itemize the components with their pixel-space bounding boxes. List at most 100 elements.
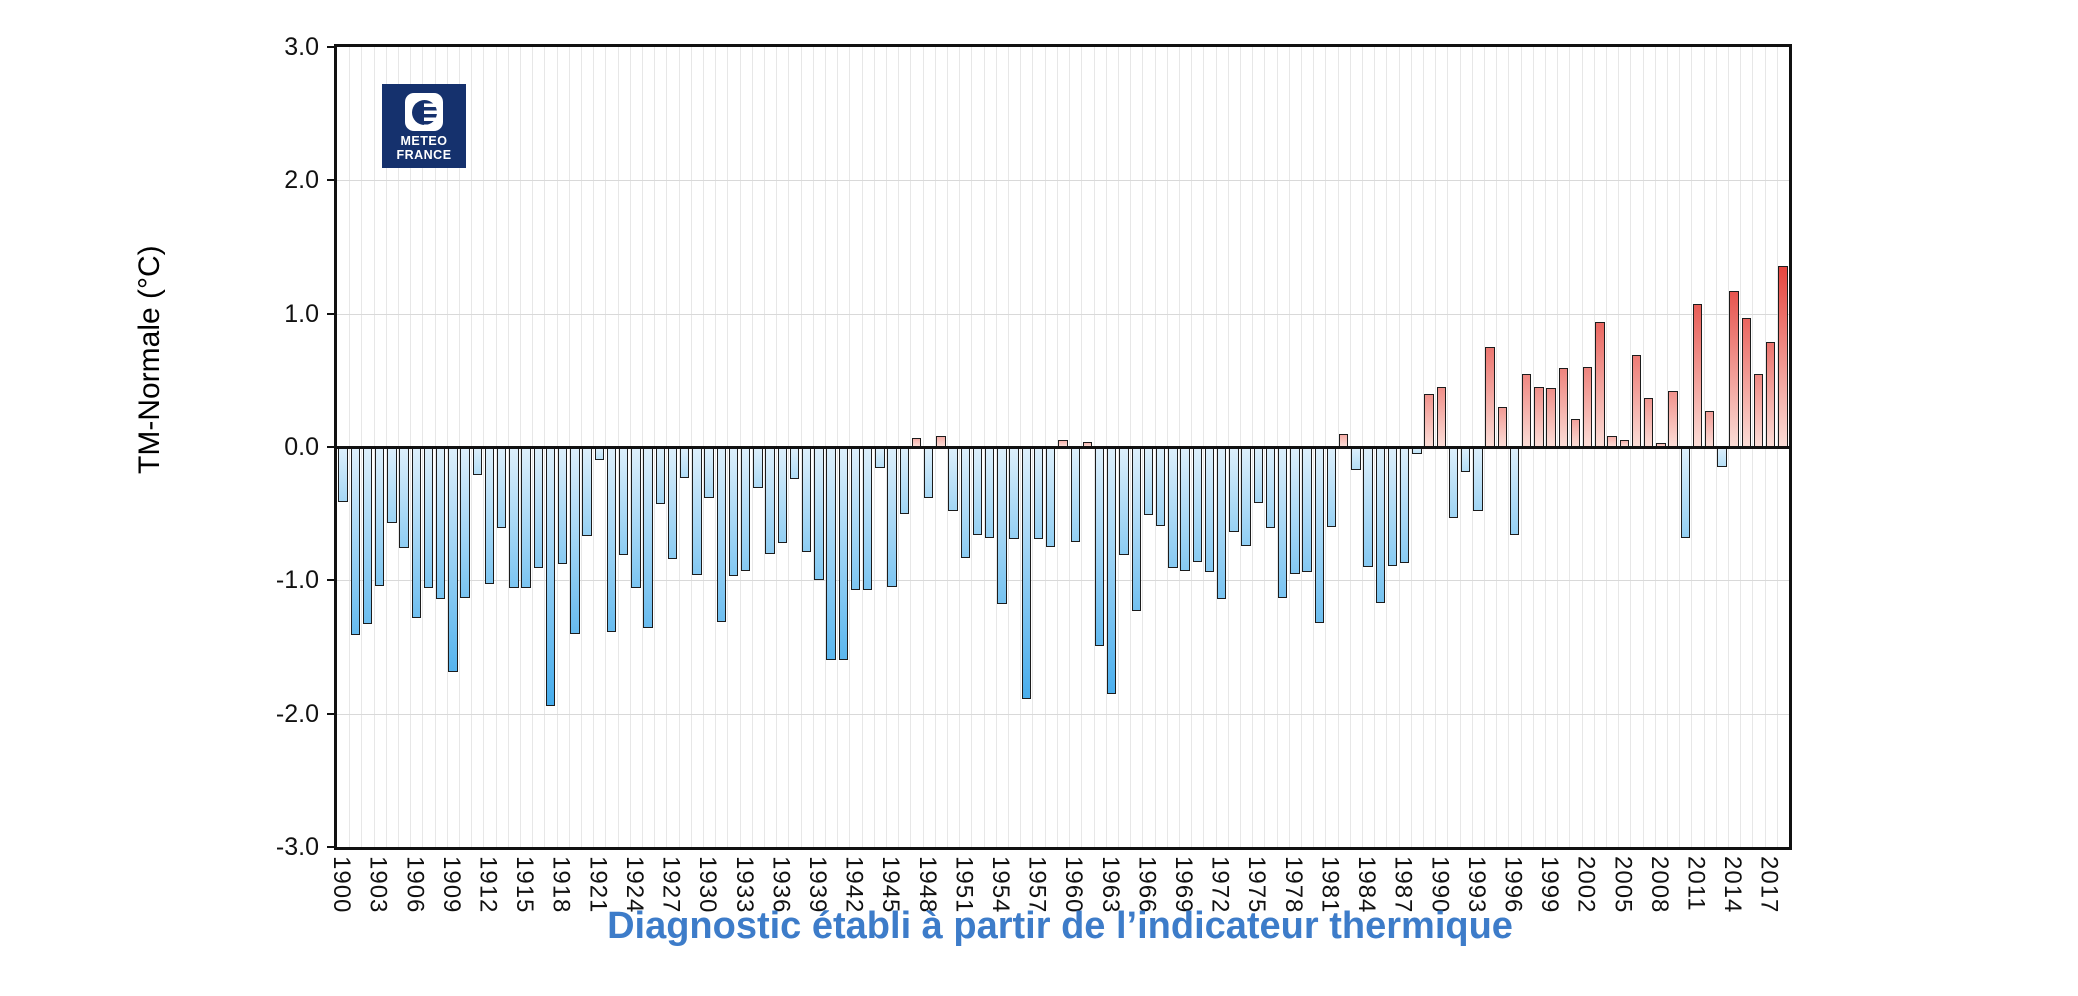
- bar-1987: [1399, 447, 1410, 563]
- bar-1948: [924, 447, 934, 498]
- bar-1910: [460, 447, 470, 598]
- bar-1916: [533, 447, 544, 569]
- logo-circle-icon: [411, 99, 437, 125]
- bar-1904: [387, 447, 397, 523]
- bar-2009: [1668, 391, 1678, 447]
- bar-1956: [1021, 447, 1032, 699]
- bar-1931: [716, 447, 727, 622]
- y-tick--3.0: -3.0: [275, 833, 319, 861]
- logo-text-line2: FRANCE: [396, 148, 452, 162]
- y-tick-3.0: 3.0: [284, 33, 319, 61]
- meteo-france-logo-icon: [405, 93, 443, 131]
- bar-2018: [1778, 265, 1788, 447]
- bar-2006: [1631, 355, 1642, 447]
- x-tick-1957: 1957: [1023, 856, 1051, 914]
- bar-1903: [375, 447, 385, 586]
- y-tick-2.0: 2.0: [284, 166, 319, 195]
- x-tick-1969: 1969: [1170, 856, 1198, 914]
- bar-1924: [631, 447, 641, 589]
- bar-1938: [802, 447, 812, 553]
- bar-2017: [1765, 341, 1776, 447]
- x-tick-2002: 2002: [1572, 856, 1600, 914]
- x-tick-1924: 1924: [620, 856, 648, 914]
- bar-1971: [1204, 447, 1215, 573]
- x-tick-2005: 2005: [1609, 856, 1637, 914]
- bar-1933: [741, 447, 751, 571]
- bar-1934: [753, 447, 763, 489]
- bar-1920: [582, 447, 592, 537]
- bar-1919: [570, 447, 580, 634]
- bar-1906: [411, 447, 421, 618]
- x-tick-2017: 2017: [1755, 856, 1783, 914]
- bar-1990: [1436, 387, 1446, 447]
- bar-1939: [814, 447, 824, 581]
- bar-1986: [1387, 447, 1398, 566]
- bar-1951: [960, 447, 971, 558]
- y-axis-title: TM-Normale (°C): [133, 245, 166, 474]
- bar-2002: [1582, 367, 1593, 447]
- x-tick-1900: 1900: [328, 856, 356, 914]
- bar-1989: [1424, 393, 1434, 447]
- x-tick-1966: 1966: [1133, 856, 1161, 914]
- bar-1936: [777, 447, 788, 543]
- x-tick-1930: 1930: [694, 856, 722, 914]
- bar-2007: [1643, 397, 1654, 447]
- bar-2001: [1570, 419, 1581, 447]
- meteo-france-logo: METEO FRANCE: [382, 84, 466, 168]
- horizontal-gridline: [337, 313, 1789, 315]
- x-tick-1936: 1936: [767, 856, 795, 914]
- y-tick--2.0: -2.0: [275, 699, 319, 728]
- y-tick-1.0: 1.0: [284, 299, 319, 328]
- y-tick--1.0: -1.0: [275, 566, 319, 595]
- x-tick-1951: 1951: [950, 856, 978, 914]
- bar-1900: [338, 447, 348, 502]
- x-tick-1906: 1906: [401, 856, 429, 914]
- horizontal-gridline: [337, 580, 1789, 582]
- bar-1937: [789, 447, 800, 479]
- bar-1978: [1290, 447, 1300, 574]
- bar-1930: [704, 447, 714, 498]
- bar-1960: [1070, 447, 1080, 542]
- bar-1940: [826, 447, 836, 661]
- bar-1995: [1497, 407, 1507, 447]
- y-tick-mark: [327, 46, 336, 48]
- bar-1976: [1265, 447, 1276, 529]
- x-tick-1987: 1987: [1389, 856, 1417, 914]
- x-tick-1918: 1918: [547, 856, 575, 914]
- bar-1923: [619, 447, 629, 555]
- bar-1932: [728, 447, 739, 577]
- bar-1981: [1326, 447, 1337, 527]
- x-tick-1939: 1939: [803, 856, 831, 914]
- bar-1907: [423, 447, 434, 589]
- x-tick-1975: 1975: [1243, 856, 1271, 914]
- bar-1999: [1546, 388, 1556, 447]
- bar-1998: [1534, 387, 1544, 447]
- x-tick-1978: 1978: [1279, 856, 1307, 914]
- y-tick-mark: [327, 579, 336, 582]
- bar-1915: [521, 447, 531, 589]
- bar-1980: [1314, 447, 1324, 623]
- bar-1913: [497, 447, 507, 529]
- bar-1941: [838, 447, 849, 661]
- x-tick-1927: 1927: [657, 856, 685, 914]
- bar-1901: [350, 447, 360, 635]
- bar-1958: [1046, 447, 1056, 547]
- bar-1946: [899, 447, 910, 514]
- y-tick-0.0: 0.0: [284, 433, 319, 461]
- x-tick-1954: 1954: [986, 856, 1014, 914]
- y-tick-mark: [327, 846, 336, 848]
- bar-1929: [692, 447, 702, 575]
- bar-1985: [1375, 447, 1385, 603]
- x-tick-1981: 1981: [1316, 856, 1344, 914]
- bar-1908: [436, 447, 446, 599]
- bar-1970: [1192, 447, 1202, 562]
- x-tick-1993: 1993: [1462, 856, 1490, 914]
- plot-area: [334, 44, 1792, 850]
- bar-1992: [1460, 447, 1471, 473]
- bar-1911: [472, 447, 482, 475]
- bar-1993: [1473, 447, 1483, 511]
- y-tick-mark: [327, 312, 336, 315]
- bar-1953: [985, 447, 995, 538]
- bar-1918: [558, 447, 568, 565]
